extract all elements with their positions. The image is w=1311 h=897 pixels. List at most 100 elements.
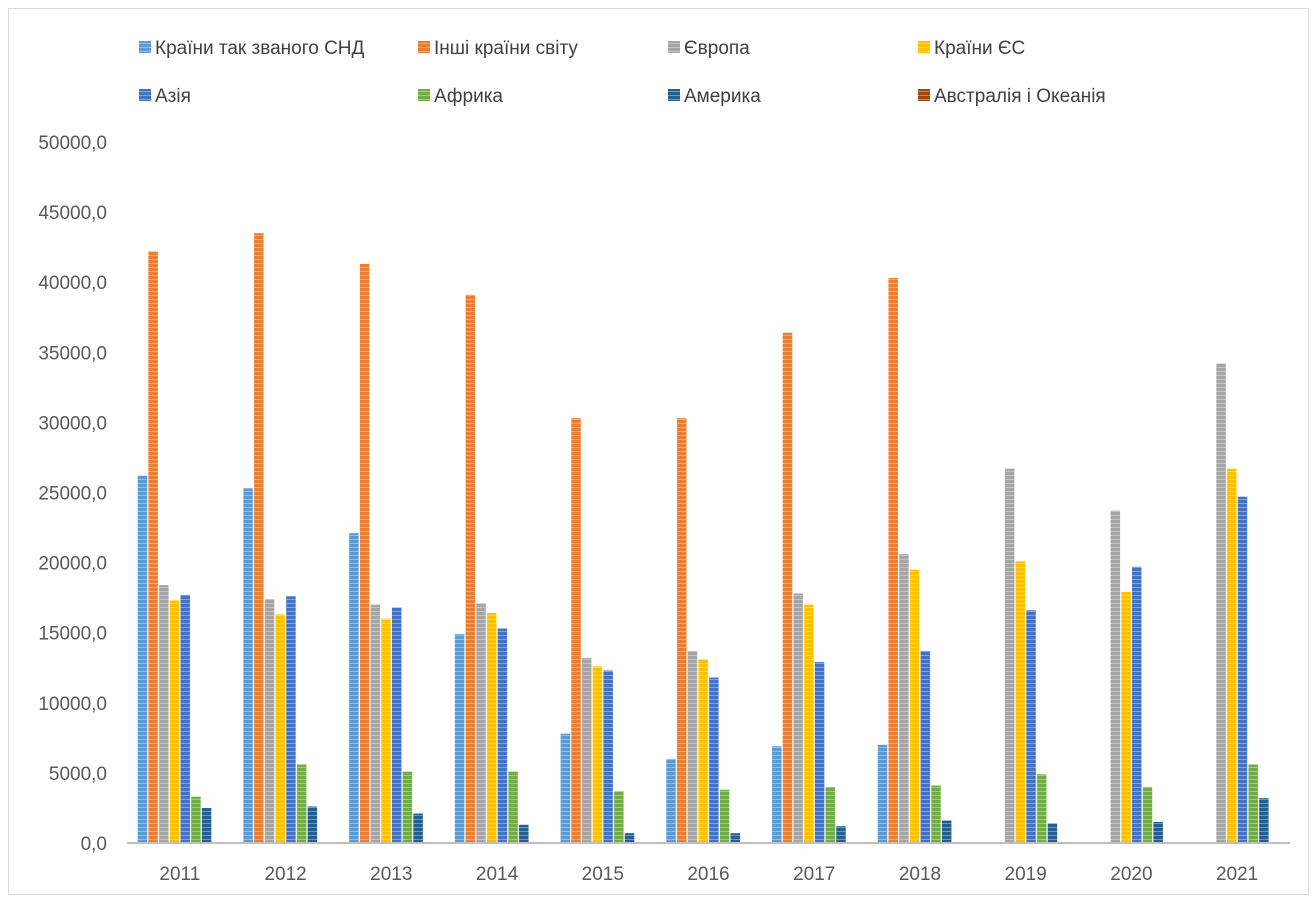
bars [137, 233, 1269, 843]
bar [592, 666, 603, 843]
y-tick-label: 0,0 [81, 834, 107, 855]
legend: Країни так званого СНД Інші країни світу Є… [139, 38, 1106, 107]
bar [1248, 764, 1258, 843]
x-tick-label: 2020 [1110, 864, 1152, 885]
bar [603, 670, 613, 843]
x-tick-label: 2018 [899, 864, 941, 885]
bar [370, 604, 381, 843]
bar [931, 785, 941, 843]
x-axis: 2011 2012 2013 2014 2015 2016 2017 2018 2019 2020… [127, 842, 1290, 885]
legend-swatch [139, 41, 151, 53]
y-tick-label: 50000,0 [38, 133, 107, 154]
legend-swatch [418, 89, 430, 101]
bar [381, 618, 391, 843]
bar [201, 807, 212, 843]
bar [254, 233, 264, 843]
bar [1047, 823, 1058, 843]
chart-frame [8, 8, 1309, 895]
x-tick-label: 2017 [793, 864, 835, 885]
bar [359, 263, 370, 843]
bar [698, 659, 708, 843]
bar [275, 614, 285, 843]
bar [519, 824, 529, 843]
y-tick-label: 30000,0 [38, 413, 107, 434]
y-tick-label: 15000,0 [38, 624, 107, 645]
bar [560, 733, 571, 843]
bar [1121, 592, 1131, 843]
legend-swatch [668, 41, 680, 53]
legend-label: Африка [434, 86, 503, 107]
bar [243, 488, 253, 843]
bar [508, 771, 518, 843]
bar [899, 554, 909, 843]
bar [941, 820, 952, 843]
bar [1216, 363, 1226, 843]
y-tick-label: 25000,0 [38, 484, 107, 505]
bar [814, 662, 825, 843]
bar [391, 607, 402, 843]
bar [497, 628, 508, 843]
bar [1237, 496, 1248, 843]
bar [159, 585, 169, 843]
legend-label: Європа [684, 38, 750, 59]
bar [1036, 774, 1047, 843]
bar [666, 758, 676, 843]
y-axis: 0,0 5000,0 10000,0 15000,0 20000,0 25000,0 300… [38, 133, 107, 855]
x-tick-label: 2019 [1005, 864, 1047, 885]
bar [1026, 610, 1036, 843]
bar [465, 294, 476, 843]
bar [148, 251, 158, 843]
bar [677, 418, 687, 843]
bar [782, 332, 793, 843]
bar [581, 657, 592, 843]
bar [888, 277, 898, 843]
bar [137, 475, 148, 843]
bar [454, 634, 465, 843]
legend-swatch [668, 89, 680, 101]
bar [264, 599, 275, 843]
bar [296, 764, 307, 843]
bar [571, 418, 581, 843]
legend-label: Австралія і Океанія [934, 86, 1106, 107]
bar [772, 746, 782, 843]
x-tick-label: 2013 [370, 864, 412, 885]
bar [486, 613, 497, 843]
bar [709, 677, 719, 843]
legend-label: Країни так званого СНД [155, 38, 365, 59]
legend-label: Америка [684, 86, 761, 107]
legend-swatch [918, 89, 930, 101]
legend-label: Інші країни світу [434, 38, 578, 59]
bar [836, 826, 846, 843]
bar [1227, 468, 1237, 843]
bar [719, 789, 730, 843]
x-tick-label: 2012 [264, 864, 306, 885]
x-tick-label: 2014 [476, 864, 519, 885]
legend-label: Азія [155, 86, 191, 107]
bar [624, 833, 635, 843]
bar [169, 600, 180, 843]
legend-swatch [418, 41, 430, 53]
legend-swatch [139, 89, 151, 101]
x-tick-label: 2021 [1216, 864, 1258, 885]
bar [920, 650, 931, 843]
x-tick-label: 2011 [159, 864, 200, 885]
bar [1015, 561, 1026, 843]
y-tick-label: 35000,0 [38, 343, 107, 364]
bar [614, 791, 624, 843]
bar [1132, 566, 1142, 843]
x-tick-label: 2016 [687, 864, 729, 885]
y-tick-label: 40000,0 [38, 273, 107, 294]
legend-label: Країни ЄС [934, 38, 1025, 59]
bar [877, 744, 888, 843]
bar [825, 786, 836, 843]
bar [180, 594, 190, 843]
bar [1142, 786, 1153, 843]
y-tick-label: 10000,0 [38, 694, 107, 715]
bar [349, 533, 359, 843]
bar [804, 604, 814, 843]
bar [730, 833, 740, 843]
bar [1259, 798, 1269, 843]
x-tick-label: 2015 [582, 864, 624, 885]
bar [793, 593, 803, 843]
